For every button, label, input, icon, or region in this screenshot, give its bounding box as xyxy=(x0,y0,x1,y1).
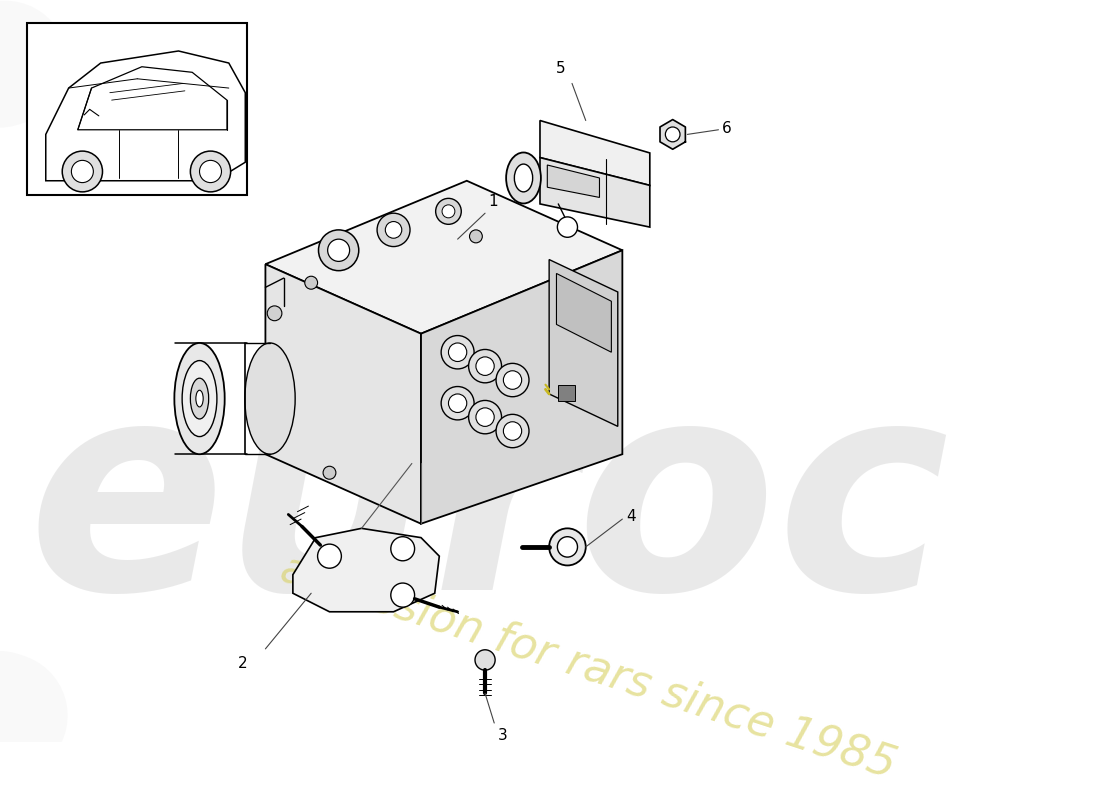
Polygon shape xyxy=(265,264,421,524)
Circle shape xyxy=(328,239,350,262)
Ellipse shape xyxy=(183,361,217,437)
Polygon shape xyxy=(78,66,227,130)
Circle shape xyxy=(436,198,461,224)
Circle shape xyxy=(390,583,415,607)
Polygon shape xyxy=(557,274,612,352)
Polygon shape xyxy=(421,250,623,524)
Circle shape xyxy=(475,650,495,670)
Circle shape xyxy=(318,544,341,568)
Circle shape xyxy=(390,537,415,561)
Ellipse shape xyxy=(245,343,295,454)
Polygon shape xyxy=(549,259,618,426)
Circle shape xyxy=(441,335,474,369)
Bar xyxy=(28,23,248,194)
Circle shape xyxy=(504,422,521,440)
Text: 6: 6 xyxy=(722,122,732,136)
Circle shape xyxy=(558,217,578,238)
Polygon shape xyxy=(540,158,650,227)
Text: 1: 1 xyxy=(487,194,497,209)
Ellipse shape xyxy=(515,164,532,192)
Circle shape xyxy=(449,343,466,362)
Circle shape xyxy=(72,160,94,182)
Text: a passion for rars since 1985: a passion for rars since 1985 xyxy=(275,547,901,787)
Circle shape xyxy=(470,230,482,243)
Text: 3: 3 xyxy=(498,728,507,742)
Circle shape xyxy=(190,151,231,192)
Circle shape xyxy=(442,205,455,218)
Text: 4: 4 xyxy=(626,509,636,524)
Polygon shape xyxy=(265,181,623,334)
Circle shape xyxy=(63,151,102,192)
Circle shape xyxy=(449,394,466,413)
Polygon shape xyxy=(293,528,439,612)
Bar xyxy=(559,385,575,402)
Ellipse shape xyxy=(175,343,224,454)
Circle shape xyxy=(549,528,585,566)
Circle shape xyxy=(476,408,494,426)
Text: 2: 2 xyxy=(238,656,248,671)
Circle shape xyxy=(385,222,402,238)
Circle shape xyxy=(666,127,680,142)
Circle shape xyxy=(469,350,502,383)
Circle shape xyxy=(504,370,521,390)
Circle shape xyxy=(199,160,221,182)
Circle shape xyxy=(319,230,359,270)
Text: 5: 5 xyxy=(556,61,565,76)
Polygon shape xyxy=(46,51,245,181)
Circle shape xyxy=(267,306,282,321)
Circle shape xyxy=(441,386,474,420)
Circle shape xyxy=(496,414,529,448)
Ellipse shape xyxy=(196,390,204,407)
Ellipse shape xyxy=(190,378,209,419)
Circle shape xyxy=(323,466,336,479)
Polygon shape xyxy=(548,165,600,198)
Circle shape xyxy=(558,537,578,557)
Polygon shape xyxy=(660,119,685,150)
Polygon shape xyxy=(540,121,650,186)
Circle shape xyxy=(476,357,494,375)
Circle shape xyxy=(305,276,318,290)
Circle shape xyxy=(496,363,529,397)
Ellipse shape xyxy=(506,153,541,203)
Circle shape xyxy=(377,213,410,246)
Circle shape xyxy=(469,401,502,434)
Text: euroc: euroc xyxy=(28,368,950,651)
